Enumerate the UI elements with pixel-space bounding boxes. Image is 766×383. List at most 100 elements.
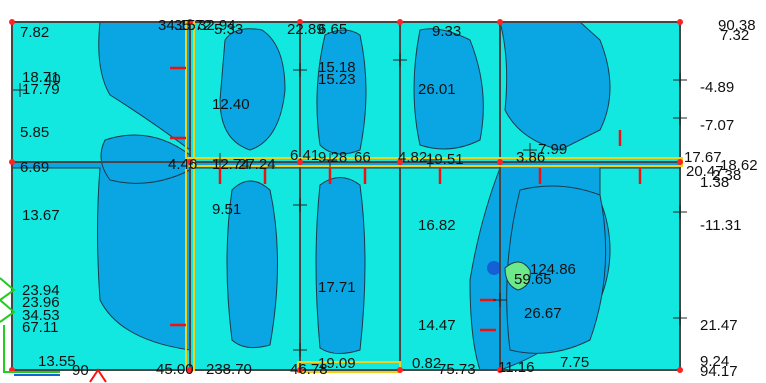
support-triangle-icon bbox=[0, 277, 16, 323]
contour-value-label: 20.47 bbox=[686, 163, 724, 180]
crosshair-icon bbox=[293, 198, 307, 212]
contour-value-label: 19.09 bbox=[318, 355, 356, 372]
contour-value-label: 7.99 bbox=[538, 141, 567, 158]
contour-value-label: 7.82 bbox=[20, 24, 49, 41]
node-dot-icon bbox=[397, 367, 403, 373]
contour-value-label: 12.40 bbox=[212, 96, 250, 113]
crosshair-icon bbox=[213, 153, 227, 167]
contour-island-c bbox=[226, 180, 278, 349]
contour-value-label: 6.41 bbox=[290, 147, 319, 164]
contour-value-label: 7.32 bbox=[720, 27, 749, 44]
node-dot-icon bbox=[297, 19, 303, 25]
contour-band-left-bottom bbox=[11, 167, 191, 371]
contour-value-label: 40 bbox=[44, 71, 61, 88]
node-dot-icon bbox=[187, 367, 193, 373]
contour-value-label: 17.71 bbox=[318, 279, 356, 296]
contour-value-label: 23.96 bbox=[22, 294, 60, 311]
crosshair-icon bbox=[673, 205, 687, 219]
contour-value-label: 26.67 bbox=[524, 305, 562, 322]
contour-value-label: -7.07 bbox=[700, 117, 734, 134]
contour-value-label: 34.15 bbox=[158, 17, 196, 34]
node-dot-icon bbox=[497, 367, 503, 373]
contour-value-label: 16.82 bbox=[418, 217, 456, 234]
node-dot-icon bbox=[187, 19, 193, 25]
contour-value-label: 66 bbox=[354, 149, 371, 166]
contour-value-label: 9.28 bbox=[318, 149, 347, 166]
contour-value-label: 59.65 bbox=[514, 271, 552, 288]
contour-value-label: 238.70 bbox=[206, 361, 252, 378]
contour-value-label: 7.75 bbox=[560, 354, 589, 371]
contour-value-label: 67.11 bbox=[22, 319, 58, 336]
contour-value-label: 14.47 bbox=[418, 317, 456, 334]
contour-value-label: 4.82 bbox=[398, 149, 427, 166]
contour-fills bbox=[11, 21, 681, 371]
contour-value-label: 22.89 bbox=[287, 21, 325, 38]
contour-value-label: 75.73 bbox=[438, 361, 476, 378]
contour-value-label: 90 bbox=[72, 362, 89, 379]
contour-value-label: 32.94 bbox=[198, 17, 236, 34]
red-markers bbox=[170, 66, 642, 332]
contour-island-e bbox=[413, 28, 484, 150]
support-bracket-icon bbox=[3, 325, 60, 373]
crosshair-icon bbox=[673, 311, 687, 325]
contour-value-label: 46.78 bbox=[290, 361, 328, 378]
contour-value-label: -11.31 bbox=[700, 217, 741, 234]
contour-value-label: 12.74 bbox=[212, 156, 250, 173]
crosshair-icon bbox=[493, 293, 507, 307]
node-dot-icon bbox=[9, 159, 15, 165]
crosshair-icon bbox=[523, 143, 537, 157]
contour-value-label: 9.51 bbox=[212, 201, 241, 218]
contour-island-f bbox=[100, 134, 191, 184]
contour-value-label: 90.38 bbox=[718, 17, 756, 34]
contour-value-label: 34.53 bbox=[22, 307, 60, 324]
contour-value-label: 18.71 bbox=[22, 69, 60, 86]
crosshair-icon bbox=[423, 153, 437, 167]
contour-value-label: 27.24 bbox=[238, 156, 276, 173]
contour-island-a bbox=[219, 28, 286, 151]
contour-value-label: 18.62 bbox=[720, 157, 758, 174]
contour-value-label: 11.16 bbox=[498, 359, 534, 376]
crosshair-icon bbox=[393, 53, 407, 67]
node-dots bbox=[9, 19, 683, 373]
crosshair-icon bbox=[13, 83, 27, 97]
node-dot-icon bbox=[397, 159, 403, 165]
contour-island-green bbox=[504, 261, 531, 291]
contour-island-d bbox=[315, 177, 366, 354]
grid-ticks bbox=[13, 53, 687, 357]
contour-value-label: 9.33 bbox=[432, 23, 461, 40]
node-dot-icon bbox=[677, 159, 683, 165]
crosshair-icon bbox=[673, 111, 687, 125]
contour-value-label: 6.69 bbox=[20, 159, 49, 176]
contour-value-label: 13.55 bbox=[38, 353, 76, 370]
contour-value-label: 26.01 bbox=[418, 81, 456, 98]
crosshair-icon bbox=[293, 63, 307, 77]
node-dot-icon bbox=[677, 367, 683, 373]
contour-value-label: 1.38 bbox=[700, 174, 729, 191]
contour-value-label: 21.47 bbox=[700, 317, 738, 334]
contour-value-label: 45.00 bbox=[156, 361, 194, 378]
contour-value-label: 35.72 bbox=[174, 17, 212, 34]
contour-value-label: 0.82 bbox=[412, 355, 441, 372]
contour-value-label: 2.38 bbox=[712, 167, 741, 184]
crosshair-icon bbox=[293, 343, 307, 357]
contour-value-label: 3.86 bbox=[516, 149, 545, 166]
contour-value-label: 17.67 bbox=[684, 149, 722, 166]
contour-value-label: 5.85 bbox=[20, 124, 49, 141]
node-dot-icon bbox=[677, 19, 683, 25]
contour-value-label: 19.51 bbox=[426, 151, 464, 168]
node-dot-icon bbox=[9, 19, 15, 25]
contour-value-label: 94.17 bbox=[700, 363, 738, 380]
force-arrow-icon bbox=[89, 368, 107, 383]
contour-value-label: 9.24 bbox=[700, 353, 729, 370]
contour-value-label: 15.23 bbox=[318, 71, 356, 88]
contour-island-b bbox=[316, 29, 367, 155]
node-dot-icon bbox=[187, 159, 193, 165]
contour-band-col4-bottom bbox=[399, 167, 501, 371]
grid-lines bbox=[11, 21, 681, 371]
contour-value-label: 6.65 bbox=[318, 21, 347, 38]
node-dot-icon bbox=[297, 367, 303, 373]
crosshair-icon bbox=[673, 73, 687, 87]
contour-value-label: 124.86 bbox=[530, 261, 576, 278]
